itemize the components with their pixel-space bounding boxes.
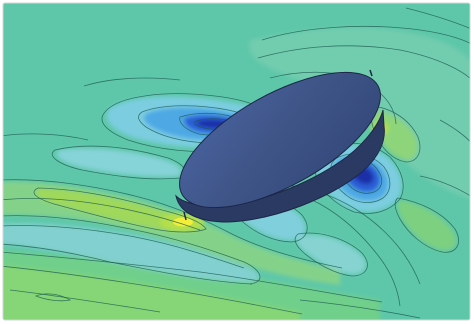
figure-frame bbox=[2, 2, 471, 321]
submerged-body bbox=[175, 69, 385, 223]
contour-lines bbox=[3, 7, 470, 319]
high-region-bottom-green bbox=[3, 265, 300, 320]
body-top bbox=[179, 71, 381, 209]
body-stern-tip bbox=[369, 69, 373, 77]
low-region-center-left bbox=[56, 148, 182, 177]
peak-bow-yellow bbox=[173, 217, 193, 227]
pressure-peaks bbox=[160, 121, 389, 231]
high-region-upper-right bbox=[249, 27, 470, 200]
low-region-wake-far bbox=[297, 234, 366, 274]
low-region-lower-left bbox=[3, 223, 259, 282]
high-region-right-lower bbox=[397, 200, 456, 251]
body-bow-tip bbox=[183, 211, 187, 221]
